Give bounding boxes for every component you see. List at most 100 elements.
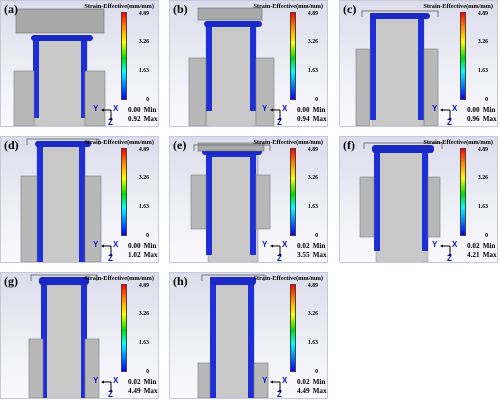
forming-geometry [13, 8, 106, 126]
strain-cap [31, 35, 93, 41]
scale-tick-label: 3.26 [307, 311, 318, 317]
min-readout: 0.00 Min [128, 106, 156, 114]
punch-tool [197, 7, 263, 21]
forming-geometry [359, 142, 443, 262]
panel-label: (a) [4, 2, 18, 16]
simulation-panel: (b) Strain-Effective(mm/mm) 4.89 3.26 1.63 0 Y… [169, 0, 328, 127]
axis-label-y: Y [93, 376, 99, 385]
fixture-bracket [193, 144, 271, 151]
strain-cap [39, 277, 89, 285]
punch-tool [15, 8, 105, 34]
die-block [359, 176, 375, 238]
forming-geometry [355, 10, 439, 126]
strain-cap [370, 13, 430, 19]
axis-label-z: Z [277, 390, 282, 399]
max-readout: 4.49 Max [128, 387, 158, 395]
forming-geometry [197, 274, 269, 398]
min-label: Min [482, 106, 496, 114]
color-scale-bar [460, 148, 466, 236]
legend-title: Strain-Effective(mm/mm) [253, 3, 323, 10]
z-arrow-head [448, 254, 452, 257]
legend-title: Strain-Effective(mm/mm) [423, 139, 493, 146]
die-block [84, 70, 106, 126]
y-arrow-head [440, 108, 443, 112]
z-arrow-head [278, 118, 282, 121]
min-readout: 0.02 Min [297, 242, 325, 250]
die-block [255, 57, 275, 126]
simulation-panel: (d) Strain-Effective(mm/mm) 4.89 3.26 1.63 0 Y… [0, 136, 159, 263]
scale-tick-label: 4.89 [307, 147, 318, 153]
legend-title: Strain-Effective(mm/mm) [84, 275, 154, 282]
die-block [84, 338, 100, 398]
die-block [427, 176, 441, 238]
strain-cap [372, 145, 434, 153]
min-label: Min [143, 106, 157, 114]
min-value: 0.02 [467, 242, 480, 250]
max-label: Max [312, 251, 327, 259]
min-label: Min [482, 242, 496, 250]
scale-tick-label: 3.26 [307, 175, 318, 181]
max-readout: 4.21 Max [467, 251, 497, 259]
y-arrow-head [101, 380, 104, 384]
max-readout: 1.02 Max [128, 251, 158, 259]
panel-label: (b) [173, 2, 188, 16]
axis-label-z: Z [108, 390, 113, 399]
scale-tick-label: 4.89 [138, 147, 149, 153]
axis-arrows [270, 108, 282, 121]
axis-arrows [270, 244, 282, 257]
scale-tick-label: 0 [315, 369, 318, 375]
legend-title: Strain-Effective(mm/mm) [253, 139, 323, 146]
workpiece-core [47, 283, 81, 398]
max-readout: 4.49 Max [297, 387, 327, 395]
die-block [13, 70, 35, 126]
max-value: 4.21 [467, 251, 480, 259]
workpiece-core [376, 19, 418, 126]
color-scale-bar [290, 12, 296, 100]
scale-tick-label: 3.26 [477, 175, 488, 181]
axis-label-y: Y [262, 104, 268, 113]
forming-geometry [188, 7, 275, 126]
axis-arrows [270, 380, 282, 393]
z-arrow-head [109, 390, 113, 393]
panel-label: (d) [4, 138, 19, 152]
die-block [197, 362, 211, 398]
legend-title: Strain-Effective(mm/mm) [253, 275, 323, 282]
axis-label-z: Z [108, 254, 113, 263]
fixture-bracket [363, 142, 443, 149]
max-label: Max [312, 387, 327, 395]
legend-title: Strain-Effective(mm/mm) [84, 3, 154, 10]
color-scale-bar [121, 284, 127, 372]
axis-arrows [101, 108, 113, 121]
die-block [84, 175, 102, 262]
color-scale-bar [290, 284, 296, 372]
axis-label-y: Y [262, 376, 268, 385]
z-arrow-head [109, 118, 113, 121]
axis-label-z: Z [447, 118, 452, 127]
scale-tick-label: 1.63 [307, 68, 318, 74]
fixture-bracket [361, 10, 439, 17]
max-value: 0.96 [467, 115, 480, 123]
panel-label: (h) [173, 274, 188, 288]
min-value: 0.00 [297, 106, 310, 114]
workpiece-core [212, 157, 250, 262]
min-label: Min [143, 242, 157, 250]
color-scale-bar [290, 148, 296, 236]
min-label: Min [312, 378, 326, 386]
axis-label-y: Y [432, 240, 438, 249]
color-scale-bar [460, 12, 466, 100]
fixture-bracket [201, 274, 265, 281]
legend-title: Strain-Effective(mm/mm) [84, 139, 154, 146]
workpiece-core [380, 153, 422, 262]
max-label: Max [482, 115, 497, 123]
y-arrow-head [270, 380, 273, 384]
min-value: 0.02 [297, 242, 310, 250]
axis-label-y: Y [93, 240, 99, 249]
